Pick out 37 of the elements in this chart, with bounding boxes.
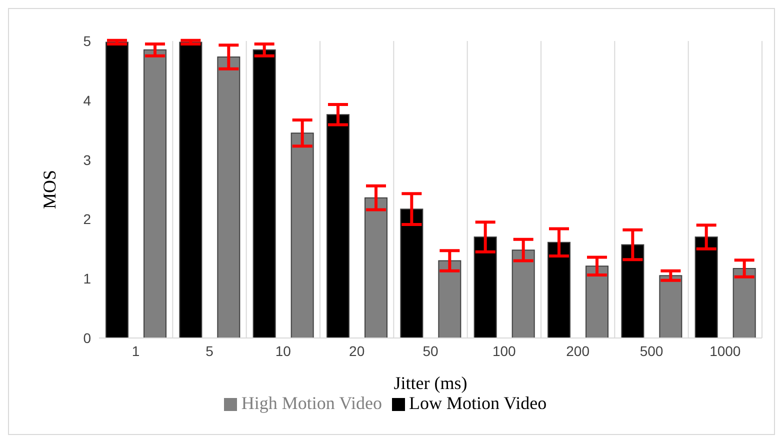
- x-tick-label: 1: [132, 342, 140, 359]
- bar: [548, 242, 570, 338]
- bar: [326, 114, 350, 338]
- bar: [252, 49, 276, 338]
- x-tick-label: 1000: [710, 342, 741, 359]
- y-tick-label: 4: [83, 92, 92, 108]
- x-tick-label: 5: [206, 342, 214, 359]
- legend-label: Low Motion Video: [409, 393, 547, 413]
- x-tick-label: 100: [492, 342, 516, 359]
- bar: [179, 42, 202, 338]
- bar: [144, 49, 166, 338]
- y-axis-title: MOS: [39, 170, 60, 210]
- bar: [659, 275, 682, 338]
- bar: [621, 244, 644, 338]
- bar: [217, 56, 240, 338]
- x-tick-label: 50: [422, 342, 438, 359]
- y-tick-label: 2: [83, 211, 92, 228]
- bar: [586, 266, 608, 338]
- y-tick-label: 0: [83, 330, 92, 346]
- y-tick-label: 5: [83, 32, 92, 49]
- bar: [290, 132, 314, 338]
- bar: [364, 197, 388, 338]
- x-tick-label: 200: [566, 342, 590, 359]
- bar: [400, 208, 424, 338]
- bar: [732, 268, 756, 338]
- y-tick-label: 3: [83, 152, 92, 168]
- legend-label: High Motion Video: [241, 393, 382, 413]
- x-tick-label: 500: [640, 342, 664, 359]
- bar: [106, 42, 128, 338]
- bar: [474, 236, 497, 338]
- bar: [512, 250, 535, 338]
- bar: [694, 236, 718, 338]
- x-tick-label: 20: [349, 342, 365, 359]
- y-tick-label: 1: [83, 270, 92, 287]
- x-tick-label: 10: [275, 342, 292, 359]
- x-axis-title: Jitter (ms): [394, 373, 468, 393]
- bar: [438, 260, 462, 338]
